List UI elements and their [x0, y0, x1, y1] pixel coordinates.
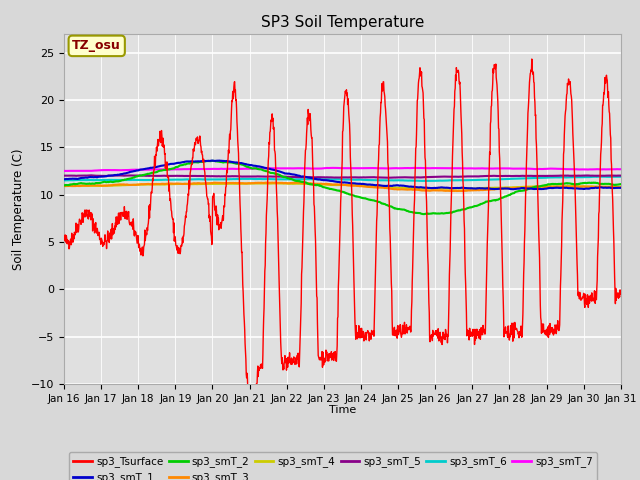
Legend: sp3_Tsurface, sp3_smT_1, sp3_smT_2, sp3_smT_3, sp3_smT_4, sp3_smT_5, sp3_smT_6, : sp3_Tsurface, sp3_smT_1, sp3_smT_2, sp3_… [69, 452, 597, 480]
Text: TZ_osu: TZ_osu [72, 39, 121, 52]
Y-axis label: Soil Temperature (C): Soil Temperature (C) [12, 148, 26, 270]
X-axis label: Time: Time [329, 405, 356, 415]
Title: SP3 Soil Temperature: SP3 Soil Temperature [260, 15, 424, 30]
